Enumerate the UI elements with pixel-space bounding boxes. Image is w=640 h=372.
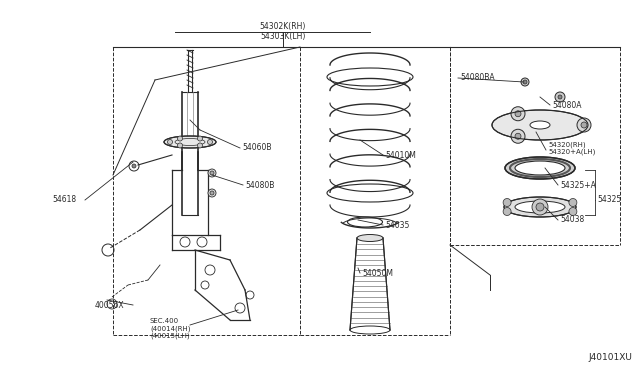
Circle shape — [581, 122, 587, 128]
Text: 54080A: 54080A — [552, 100, 582, 109]
Circle shape — [515, 111, 521, 117]
Text: 54035: 54035 — [385, 221, 410, 230]
Ellipse shape — [530, 121, 550, 129]
Circle shape — [503, 208, 511, 215]
Ellipse shape — [504, 197, 576, 217]
Ellipse shape — [164, 136, 216, 148]
Circle shape — [521, 78, 529, 86]
Circle shape — [177, 136, 182, 141]
Text: 54325: 54325 — [597, 196, 621, 205]
Ellipse shape — [492, 110, 588, 140]
Text: 54325+A: 54325+A — [560, 180, 596, 189]
Ellipse shape — [515, 161, 565, 175]
Ellipse shape — [505, 157, 575, 179]
Circle shape — [558, 95, 562, 99]
Text: 54080B: 54080B — [245, 180, 275, 189]
Circle shape — [198, 143, 202, 148]
Text: 54320(RH)
54320+A(LH): 54320(RH) 54320+A(LH) — [548, 141, 595, 155]
Circle shape — [569, 199, 577, 206]
Circle shape — [210, 171, 214, 175]
Circle shape — [208, 169, 216, 177]
Text: 54010M: 54010M — [385, 151, 416, 160]
Circle shape — [555, 92, 565, 102]
Circle shape — [569, 208, 577, 215]
Text: 54080BA: 54080BA — [460, 74, 495, 83]
Circle shape — [132, 164, 136, 168]
Ellipse shape — [357, 234, 383, 241]
Circle shape — [532, 199, 548, 215]
Circle shape — [208, 189, 216, 197]
Circle shape — [207, 140, 212, 144]
Text: J40101XU: J40101XU — [588, 353, 632, 362]
Circle shape — [577, 118, 591, 132]
Circle shape — [536, 203, 544, 211]
Circle shape — [168, 140, 173, 144]
Circle shape — [503, 199, 511, 206]
Text: 54038: 54038 — [560, 215, 584, 224]
Circle shape — [511, 129, 525, 143]
Text: SEC.400
(40014(RH)
(40015(LH): SEC.400 (40014(RH) (40015(LH) — [150, 318, 191, 339]
Text: 40056X: 40056X — [95, 301, 125, 310]
Circle shape — [198, 136, 202, 141]
Circle shape — [177, 143, 182, 148]
Circle shape — [511, 107, 525, 121]
Text: 54618: 54618 — [52, 196, 76, 205]
Circle shape — [515, 133, 521, 139]
Ellipse shape — [515, 201, 565, 213]
Text: 54060B: 54060B — [242, 144, 271, 153]
Circle shape — [210, 191, 214, 195]
Text: 54302K(RH)
54303K(LH): 54302K(RH) 54303K(LH) — [260, 22, 306, 41]
Circle shape — [523, 80, 527, 84]
Text: 54050M: 54050M — [362, 269, 393, 278]
